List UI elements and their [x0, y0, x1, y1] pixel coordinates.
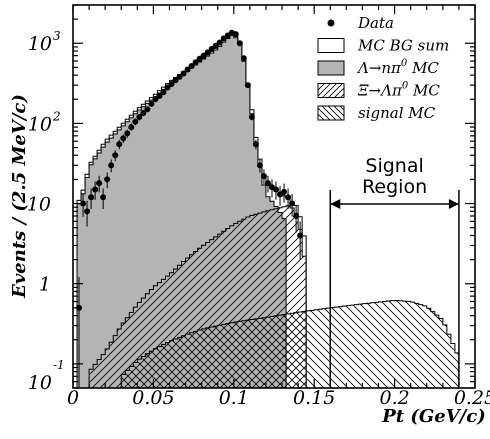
x-axis-label: Pt (GeV/c): [381, 406, 485, 427]
y-tick-exponent-3: 2: [52, 109, 61, 123]
data-point-22: [164, 84, 171, 91]
plot-frame: [72, 4, 476, 389]
data-point-25: [176, 73, 183, 80]
data-point-28: [188, 63, 195, 70]
data-point-24: [172, 77, 179, 84]
y-tick-label-3: 10: [28, 113, 52, 135]
data-point-43: [248, 114, 255, 121]
data-point-13: [128, 124, 135, 131]
data-point-10: [116, 141, 123, 148]
y-tick-label-2: 10: [27, 194, 51, 216]
legend-swatch-xi: [317, 83, 345, 98]
x-tick-label-5: 0.25: [454, 387, 490, 409]
signal-region-label-line2: Region: [362, 176, 427, 198]
data-point-15: [136, 114, 143, 121]
data-point-40: [236, 40, 243, 47]
series-signal: [120, 300, 460, 389]
legend-swatch-lambda: [317, 60, 345, 76]
legend-label-signal: signal MC: [358, 104, 436, 122]
x-tick-label-2: 0.1: [219, 387, 249, 409]
data-point-5: [96, 180, 103, 187]
data-point-42: [244, 82, 251, 89]
data-point-7: [104, 176, 111, 183]
data-point-44: [252, 141, 259, 148]
data-point-41: [240, 55, 247, 62]
data-point-2: [84, 208, 91, 215]
legend-marker-data: [327, 19, 335, 27]
data-point-31: [200, 52, 207, 59]
data-point-26: [180, 70, 187, 77]
data-point-14: [132, 118, 139, 125]
arrow-left-head: [330, 199, 341, 209]
data-point-34: [212, 42, 219, 49]
data-point-3: [88, 194, 95, 201]
data-point-21: [160, 89, 167, 96]
y-tick-exponent-0: -1: [53, 358, 65, 372]
legend-label-data: Data: [357, 14, 394, 32]
legend-label-lambda: Λ→nπ0 MC: [356, 58, 439, 77]
x-tick-label-4: 0.2: [379, 387, 409, 409]
x-tick-label-3: 0.15: [293, 387, 335, 409]
data-point-8: [108, 162, 115, 169]
data-point-6: [100, 194, 107, 201]
data-point-53: [289, 200, 296, 207]
data-point-0: [76, 304, 83, 311]
data-point-46: [260, 173, 267, 180]
data-point-33: [208, 45, 215, 52]
legend-label-mc_bg_sum: MC BG sum: [357, 37, 449, 55]
data-point-12: [124, 130, 131, 137]
data-point-4: [92, 186, 99, 193]
data-point-52: [285, 194, 292, 201]
legend-swatch-signal: [317, 105, 345, 121]
y-tick-exponent-4: 3: [53, 29, 61, 43]
y-tick-label-0: 10: [28, 372, 52, 394]
data-point-32: [204, 49, 211, 56]
data-point-16: [140, 109, 147, 116]
data-point-19: [152, 96, 159, 103]
data-point-27: [184, 66, 191, 73]
arrow-right-head: [448, 199, 459, 209]
legend-swatch-mc_bg_sum: [317, 38, 345, 53]
data-point-17: [144, 106, 151, 113]
signal-region-label-line1: Signal: [365, 155, 423, 177]
data-point-18: [148, 100, 155, 107]
data-point-29: [192, 59, 199, 66]
data-point-49: [273, 186, 280, 193]
data-point-35: [216, 39, 223, 46]
y-axis-label: Events / (2.5 MeV/c): [9, 94, 30, 299]
x-tick-label-1: 0.05: [132, 387, 174, 409]
y-tick-label-4: 10: [28, 33, 52, 55]
data-point-9: [112, 152, 119, 159]
data-point-39: [232, 31, 239, 38]
data-point-51: [281, 188, 288, 195]
data-point-47: [264, 180, 271, 187]
legend-label-xi: Ξ→Λπ0 MC: [357, 81, 440, 100]
y-tick-label-1: 1: [39, 274, 51, 296]
data-point-54: [293, 212, 300, 219]
data-point-55: [297, 232, 304, 239]
data-point-1: [80, 200, 87, 207]
data-point-23: [168, 81, 175, 88]
data-point-11: [120, 135, 127, 142]
data-point-20: [156, 92, 163, 99]
data-point-45: [256, 162, 263, 169]
x-tick-label-0: 0: [67, 387, 79, 409]
